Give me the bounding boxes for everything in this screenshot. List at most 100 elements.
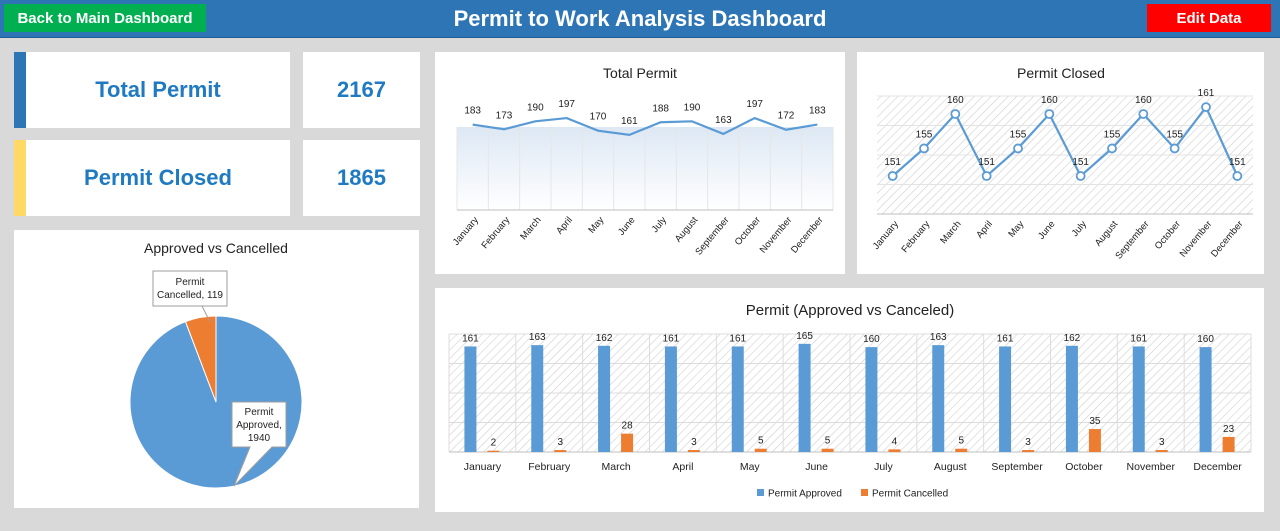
data-label: 3 [691,437,697,448]
bar-approved [999,346,1012,452]
tick-label: March [518,215,543,242]
approved-vs-cancelled-pie-chart: Approved vs Cancelled Permit Approved, 1940… [129,240,303,489]
slice-label: Permit [245,407,274,418]
chart-title: Permit Closed [1017,65,1105,81]
data-point [1138,109,1149,119]
tick-label: December [789,215,826,256]
data-label: 173 [496,110,513,121]
data-label: 3 [557,437,563,448]
tick-label: August [934,461,967,473]
tick-label: October [1153,219,1183,252]
bar-cancelled [888,449,901,452]
data-label: 5 [825,436,831,447]
data-label: 155 [916,129,933,140]
edit-data-button[interactable]: Edit Data [1147,4,1271,32]
tick-label: August [673,215,701,245]
tick-label: January [871,219,901,252]
data-label: 161 [663,333,680,344]
slice-label: 1940 [248,433,271,444]
bar-approved [531,345,544,452]
tick-label: December [1209,219,1246,260]
tick-label: January [451,215,481,248]
tick-label: July [874,461,893,473]
data-label: 160 [1197,334,1214,345]
bar-cancelled [754,448,767,452]
data-point [950,109,961,119]
tick-label: October [1065,461,1103,473]
chart-title: Permit (Approved vs Canceled) [746,302,954,319]
chart-title: Approved vs Cancelled [144,240,288,256]
kpi-total-value: 2167 [303,52,420,128]
data-point [1107,143,1117,154]
data-label: 170 [590,112,607,123]
tick-label: July [1070,219,1089,239]
bar-cancelled [1088,429,1101,452]
kpi-closed-label: Permit Closed [84,165,232,190]
pie-slice [184,315,217,403]
total-permit-panel: Total Permit 183 January 173 February 190 Marc… [435,52,845,274]
data-label: 28 [622,421,634,432]
bar-approved [1132,346,1145,452]
tick-label: June [1036,219,1058,242]
data-label: 151 [978,157,995,168]
tick-label: May [1006,219,1026,240]
data-label: 160 [1135,95,1152,106]
data-label: 3 [1159,437,1165,448]
bar-cancelled [955,448,968,452]
bar-approved [798,343,811,452]
kpi-total-label: Total Permit [95,77,221,102]
permit-closed-line-chart: Permit Closed 151 January 155 February 160 Mar… [871,65,1253,262]
data-label: 5 [958,436,964,447]
tick-label: February [528,461,571,473]
data-label: 155 [1166,129,1183,140]
data-label: 23 [1223,424,1235,435]
bar-approved [1065,345,1078,452]
data-label: 163 [715,115,732,126]
callout-approved [231,401,287,487]
bar-approved [664,346,677,452]
kpi-total-label-card: Total Permit [14,52,290,128]
data-label: 183 [464,106,481,117]
tick-label: April [554,215,575,237]
legend-swatch [757,489,764,496]
data-label: 5 [758,436,764,447]
tick-label: May [586,215,606,236]
data-label: 161 [729,333,746,344]
series-line [472,116,818,136]
data-point [887,171,898,181]
data-label: 161 [997,333,1014,344]
tick-label: May [740,461,761,473]
data-point [1013,143,1023,154]
data-label: 161 [462,333,479,344]
legend-label: Permit Approved [768,489,842,500]
data-label: 163 [930,332,947,343]
data-label: 4 [892,436,898,447]
data-point [981,171,992,181]
bar-approved [731,346,744,452]
bar-cancelled [1222,436,1235,452]
data-label: 2 [491,438,497,449]
data-label: 162 [1064,333,1081,344]
data-label: 197 [746,99,763,110]
data-point [1232,171,1243,181]
back-to-dashboard-button[interactable]: Back to Main Dashboard [4,4,206,32]
tick-label: November [1127,461,1176,473]
data-label: 160 [947,95,964,106]
data-label: 151 [1229,157,1246,168]
bar-cancelled [554,450,567,452]
chart-title: Total Permit [603,65,677,81]
data-label: 161 [621,116,638,127]
tick-label: April [672,461,693,473]
data-point [1075,171,1086,181]
accent-bar [14,140,26,216]
bar-cancelled [687,450,700,452]
callout-leader [201,305,211,323]
legend-label: Permit Cancelled [872,489,948,500]
bar-cancelled [821,448,834,452]
tick-label: January [464,461,502,473]
data-label: 197 [558,99,575,110]
tick-label: March [601,461,630,473]
data-label: 151 [1072,157,1089,168]
kpi-closed-value: 1865 [303,140,420,216]
tick-label: December [1193,461,1242,473]
